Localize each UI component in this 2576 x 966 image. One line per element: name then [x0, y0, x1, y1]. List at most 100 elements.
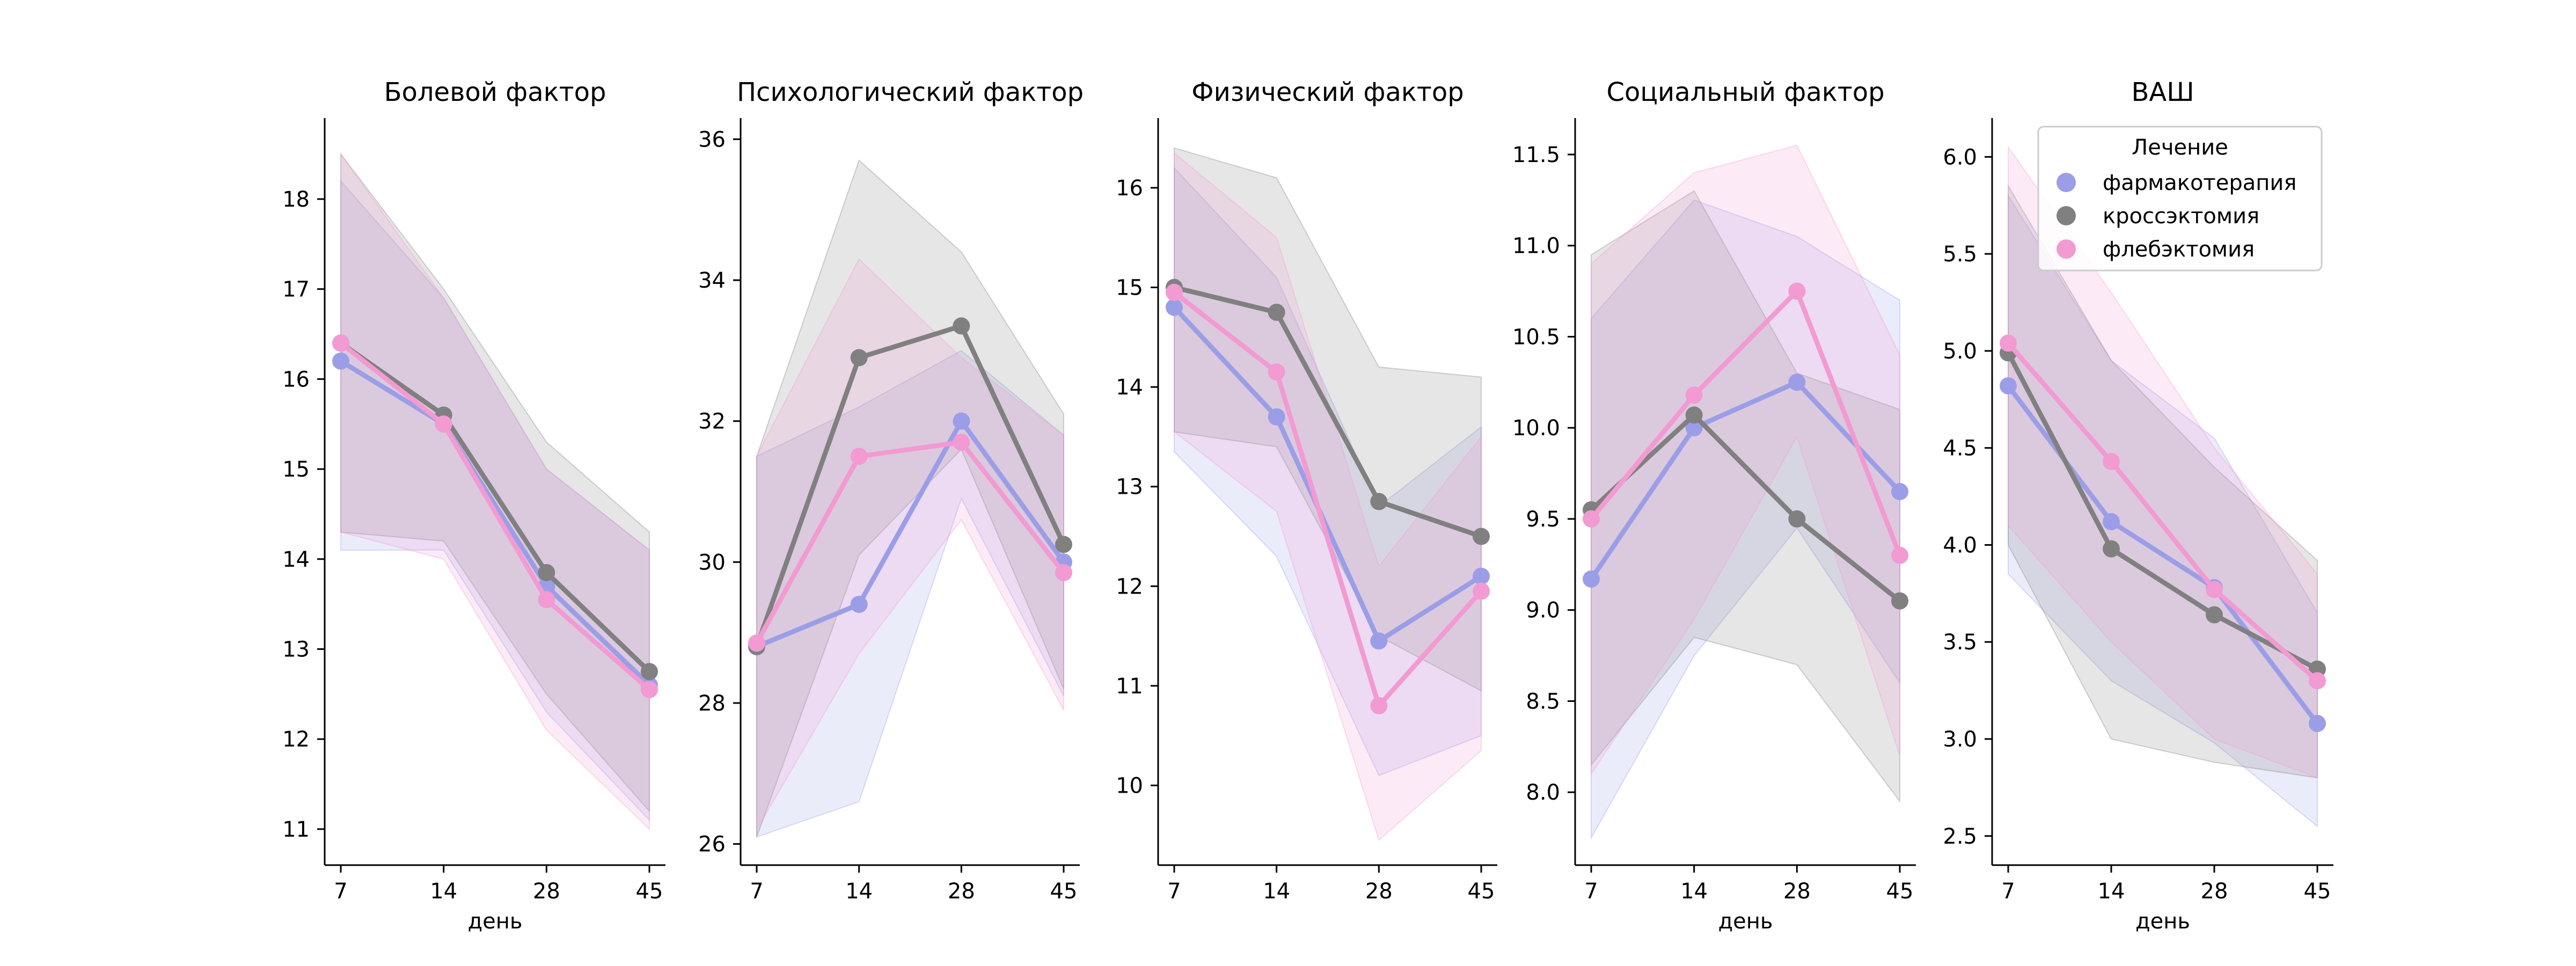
chart-title: Болевой фактор — [384, 77, 606, 107]
y-tick-label: 10.0 — [1512, 416, 1560, 441]
series-line-кроссэктомия — [1589, 412, 1902, 604]
y-tick-label: 13 — [282, 637, 310, 662]
y-tick-label: 9.5 — [1526, 507, 1560, 532]
data-point-флебэктомия-14 — [1268, 363, 1285, 381]
data-point-кроссэктомия-45 — [641, 663, 658, 680]
data-point-фармакотерапия-45 — [1473, 567, 1490, 585]
x-tick-label: 45 — [1886, 879, 1914, 904]
chart-panel-5: 2.5 3.0 3.5 4.0 4.5 5.0 5.5 6.0 7 14 28 45 ВАШ день Ле… — [1943, 77, 2333, 934]
data-point-флебэктомия-45 — [1891, 546, 1908, 564]
legend-marker-фармакотерапия — [2057, 173, 2076, 192]
series-line-кроссэктомия — [2006, 350, 2320, 672]
data-point-флебэктомия-14 — [1685, 386, 1703, 404]
data-point-флебэктомия-14 — [2103, 452, 2120, 470]
y-tick-label: 2.5 — [1943, 824, 1977, 849]
chart-title: Физический фактор — [1191, 77, 1463, 107]
ci-band-флебэктомия — [1591, 144, 1900, 776]
y-tick-label: 15 — [282, 457, 310, 482]
data-point-кроссэктомия-14 — [2103, 540, 2120, 558]
y-tick-label: 9.0 — [1526, 598, 1560, 623]
y-tick-label: 28 — [698, 691, 726, 716]
x-axis-label: день — [2135, 909, 2190, 934]
data-point-флебэктомия-7 — [1166, 283, 1183, 301]
series-line-фармакотерапия — [1172, 305, 1484, 643]
x-tick-label: 14 — [430, 879, 457, 904]
ci-band-фармакотерапия — [2008, 194, 2318, 828]
data-point-фармакотерапия-7 — [1166, 298, 1183, 316]
data-point-флебэктомия-28 — [2206, 581, 2223, 598]
x-tick-label: 45 — [2304, 879, 2331, 904]
data-point-фармакотерапия-45 — [2309, 715, 2326, 733]
data-point-фармакотерапия-14 — [1685, 419, 1703, 437]
x-tick-label: 28 — [1365, 879, 1393, 904]
y-tick-label: 8.5 — [1526, 689, 1560, 714]
y-tick-label: 3.0 — [1943, 727, 1977, 752]
x-tick-label: 28 — [2201, 879, 2228, 904]
x-tick-label: 28 — [948, 879, 975, 904]
legend: Лечение фармакотерапия кроссэктомия флебэкт… — [2037, 126, 2323, 272]
series-line-кроссэктомия — [1172, 285, 1484, 539]
chart-panel-1: 11 12 13 14 15 16 17 18 7 14 28 45 Болевой фактор ден… — [282, 77, 665, 934]
legend-label-флебэктомия: флебэктомия — [2103, 237, 2255, 262]
data-point-фармакотерапия-14 — [850, 596, 868, 613]
data-point-фармакотерапия-14 — [1268, 408, 1285, 426]
x-tick-label: 7 — [750, 879, 763, 904]
ci-band-кроссэктомия — [1591, 190, 1900, 803]
data-point-флебэктомия-14 — [850, 448, 868, 465]
y-tick-label: 26 — [698, 832, 726, 857]
x-tick-label: 7 — [1167, 879, 1181, 904]
data-point-кроссэктомия-14 — [1685, 406, 1703, 424]
data-point-флебэктомия-7 — [748, 634, 765, 652]
legend-label-кроссэктомия: кроссэктомия — [2103, 204, 2259, 229]
series-line-флебэктомия — [1589, 289, 1902, 558]
y-tick-label: 10 — [1116, 774, 1143, 799]
y-tick-label: 8.0 — [1526, 780, 1560, 805]
y-tick-label: 17 — [282, 277, 310, 302]
x-axis-label: день — [1718, 909, 1773, 934]
data-point-флебэктомия-28 — [538, 591, 555, 609]
y-tick-label: 4.0 — [1943, 533, 1977, 558]
y-tick-label: 6.0 — [1943, 145, 1977, 170]
data-point-флебэктомия-28 — [953, 434, 970, 451]
y-tick-label: 16 — [1116, 176, 1143, 201]
data-point-флебэктомия-45 — [1473, 582, 1490, 600]
data-point-флебэктомия-28 — [1788, 282, 1806, 300]
x-tick-label: 14 — [845, 879, 873, 904]
data-point-кроссэктомия-14 — [850, 349, 868, 367]
chart-title: Психологический фактор — [737, 77, 1084, 107]
legend-frame — [2037, 126, 2323, 272]
legend-marker-кроссэктомия — [2057, 206, 2076, 225]
data-point-флебэктомия-45 — [641, 680, 658, 698]
data-point-флебэктомия-7 — [332, 334, 349, 352]
legend-label-фармакотерапия: фармакотерапия — [2103, 171, 2296, 195]
ci-band-кроссэктомия — [756, 159, 1064, 837]
series-line-фармакотерапия — [1589, 379, 1902, 582]
data-point-кроссэктомия-28 — [953, 317, 970, 335]
y-tick-label: 32 — [698, 409, 726, 434]
y-tick-label: 15 — [1116, 276, 1143, 301]
data-point-фармакотерапия-28 — [953, 412, 970, 430]
series-line-фармакотерапия — [338, 358, 652, 688]
y-tick-label: 5.0 — [1943, 339, 1977, 364]
ci-band-кроссэктомия — [340, 152, 650, 813]
data-point-кроссэктомия-45 — [1055, 536, 1072, 553]
data-point-фармакотерапия-45 — [1891, 483, 1908, 500]
x-tick-label: 14 — [1263, 879, 1290, 904]
data-point-флебэктомия-45 — [1055, 564, 1072, 582]
y-tick-label: 10.5 — [1512, 325, 1560, 349]
y-tick-label: 3.5 — [1943, 630, 1977, 655]
x-tick-label: 45 — [636, 879, 663, 904]
chart-title: ВАШ — [2131, 77, 2194, 107]
data-point-фармакотерапия-7 — [332, 352, 349, 370]
chart-title: Социальный фактор — [1606, 77, 1884, 107]
ci-band-фармакотерапия — [340, 179, 650, 822]
y-tick-label: 14 — [1116, 375, 1143, 400]
x-tick-label: 14 — [1680, 879, 1708, 904]
chart-panel-3: 10 11 12 13 14 15 16 7 14 28 45 Физический фактор — [1116, 77, 1497, 904]
series-line-флебэктомия — [2006, 340, 2320, 683]
data-point-кроссэктомия-45 — [1891, 592, 1908, 610]
x-tick-label: 28 — [533, 879, 560, 904]
y-tick-label: 11.5 — [1512, 143, 1560, 167]
data-point-фармакотерапия-28 — [1370, 632, 1388, 650]
